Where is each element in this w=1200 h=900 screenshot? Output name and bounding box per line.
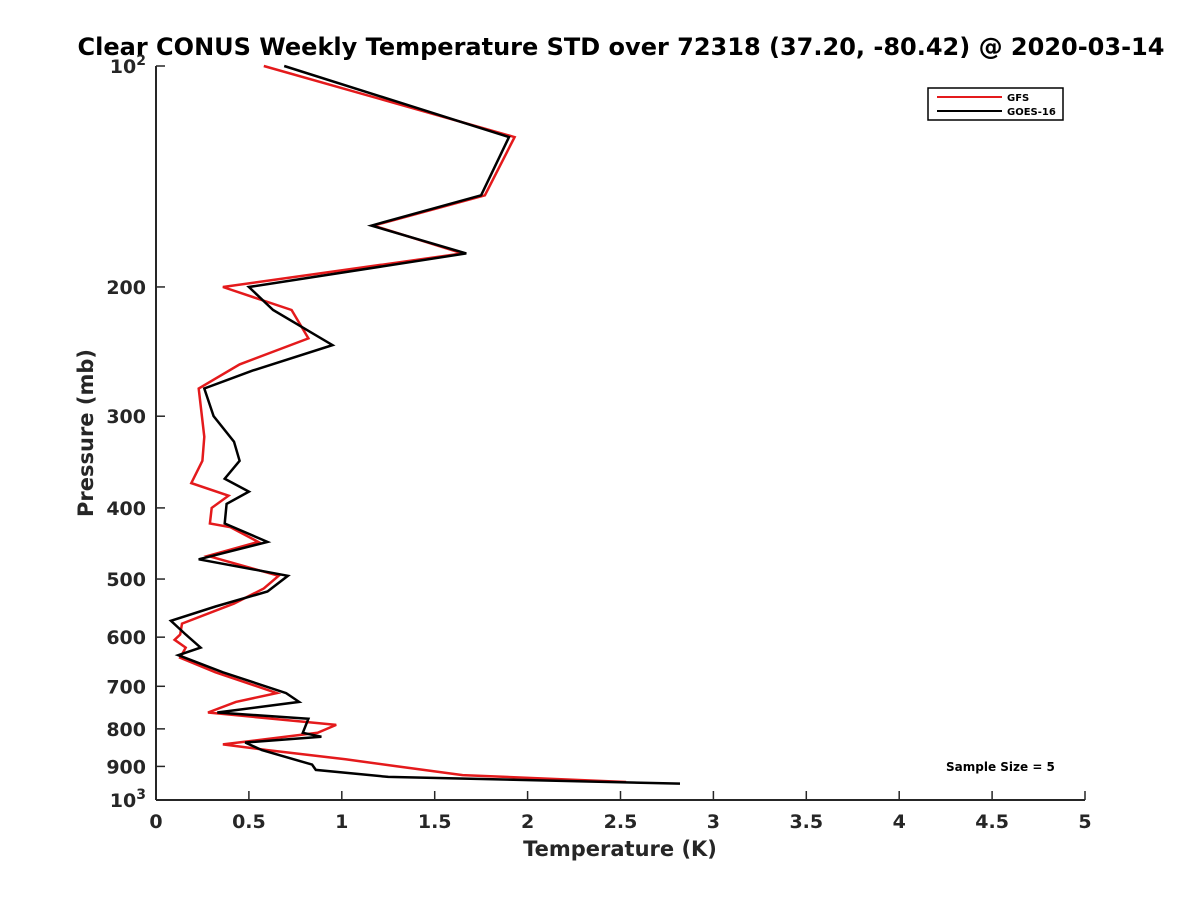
legend-label-goes16: GOES-16 xyxy=(1007,107,1056,118)
x-tick-label: 2.5 xyxy=(604,811,638,833)
y-tick-label: 103 xyxy=(110,787,146,812)
series-line-gfs xyxy=(172,64,627,784)
y-tick-label: 200 xyxy=(106,277,146,299)
series-line-goes16 xyxy=(168,64,681,785)
x-tick-label: 0 xyxy=(149,811,162,833)
y-tick-label: 900 xyxy=(106,756,146,778)
y-tick-label: 500 xyxy=(106,569,146,591)
y-tick-label: 400 xyxy=(106,498,146,520)
x-tick-label: 0.5 xyxy=(232,811,266,833)
x-tick-label: 1 xyxy=(335,811,348,833)
x-tick-label: 2 xyxy=(521,811,534,833)
x-tick-label: 4.5 xyxy=(975,811,1009,833)
y-tick-label: 300 xyxy=(106,406,146,428)
x-tick-label: 1.5 xyxy=(418,811,452,833)
legend: GFS GOES-16 xyxy=(927,87,1064,121)
y-axis-label: Pressure (mb) xyxy=(74,349,98,517)
x-tick-label: 3 xyxy=(707,811,720,833)
sample-size-annotation: Sample Size = 5 xyxy=(946,760,1055,774)
y-tick-label: 600 xyxy=(106,627,146,649)
x-tick-label: 4 xyxy=(893,811,906,833)
x-tick-label: 5 xyxy=(1078,811,1091,833)
legend-label-gfs: GFS xyxy=(1007,93,1029,104)
x-axis-label: Temperature (K) xyxy=(523,837,717,861)
chart-title: Clear CONUS Weekly Temperature STD over … xyxy=(78,33,1165,61)
y-tick-label: 700 xyxy=(106,676,146,698)
y-tick-label: 102 xyxy=(110,53,146,78)
x-tick-label: 3.5 xyxy=(789,811,823,833)
legend-box xyxy=(927,87,1064,121)
y-tick-label: 800 xyxy=(106,719,146,741)
